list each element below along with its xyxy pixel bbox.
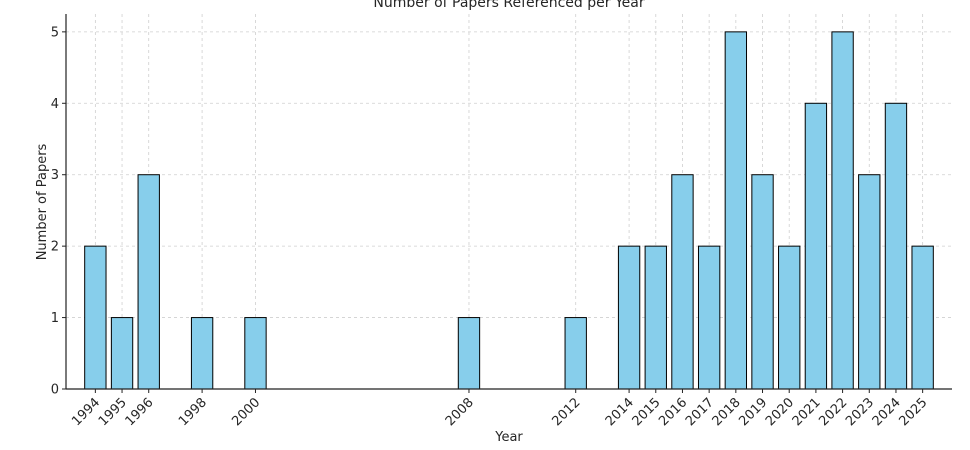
y-tick-label: 1 [51, 311, 59, 326]
x-tick-label: 2019 [736, 395, 770, 429]
bar-2024 [884, 102, 908, 390]
chart-title: Number of Papers Referenced per Year [373, 0, 644, 11]
x-tick-label: 2000 [229, 395, 263, 429]
y-tick-label: 0 [51, 383, 59, 398]
bar-2025 [911, 245, 934, 390]
x-tick-label: 2008 [443, 395, 477, 429]
x-tick-label: 2020 [763, 395, 797, 429]
bar-2012 [564, 317, 587, 390]
bar-1994 [84, 245, 107, 390]
bar-2023 [858, 174, 881, 390]
bar-1995 [110, 317, 134, 390]
bar-2018 [724, 31, 748, 390]
x-tick-label: 2023 [843, 395, 877, 429]
bar-1996 [137, 174, 160, 390]
bar-2016 [671, 174, 694, 390]
bars-layer [84, 31, 934, 390]
bar-1998 [190, 317, 214, 390]
x-tick-label: 1996 [123, 395, 157, 429]
bar-2008 [457, 317, 481, 390]
x-tick-label: 1994 [69, 395, 103, 429]
x-tick-label: 2022 [816, 395, 850, 429]
bar-2014 [617, 245, 641, 390]
x-tick-label: 2018 [710, 395, 744, 429]
bar-2021 [804, 102, 828, 390]
x-tick-label: 2016 [656, 395, 690, 429]
bar-2020 [778, 245, 801, 390]
y-axis-label: Number of Papers [35, 143, 50, 260]
x-tick-label: 2012 [550, 395, 584, 429]
labels-layer: Number of Papers Referenced per Year Yea… [35, 0, 645, 445]
x-tick-label: 1995 [96, 395, 130, 429]
y-tick-label: 2 [51, 240, 59, 255]
y-tick-label: 3 [51, 168, 59, 183]
y-tick-label: 5 [51, 25, 59, 40]
x-tick-label: 2025 [896, 395, 930, 429]
y-tick-label: 4 [51, 97, 59, 112]
x-tick-label: 2014 [603, 395, 637, 429]
bar-2017 [697, 245, 721, 390]
x-tick-label: 2021 [790, 395, 824, 429]
x-tick-label: 2017 [683, 395, 717, 429]
bar-2022 [831, 31, 854, 390]
x-tick-label: 2015 [630, 395, 664, 429]
bar-2000 [244, 317, 267, 390]
bar-2015 [644, 245, 667, 390]
x-axis-label: Year [494, 430, 523, 445]
bar-2019 [751, 174, 774, 390]
x-tick-label: 1998 [176, 395, 210, 429]
x-tick-label: 2024 [870, 395, 904, 429]
